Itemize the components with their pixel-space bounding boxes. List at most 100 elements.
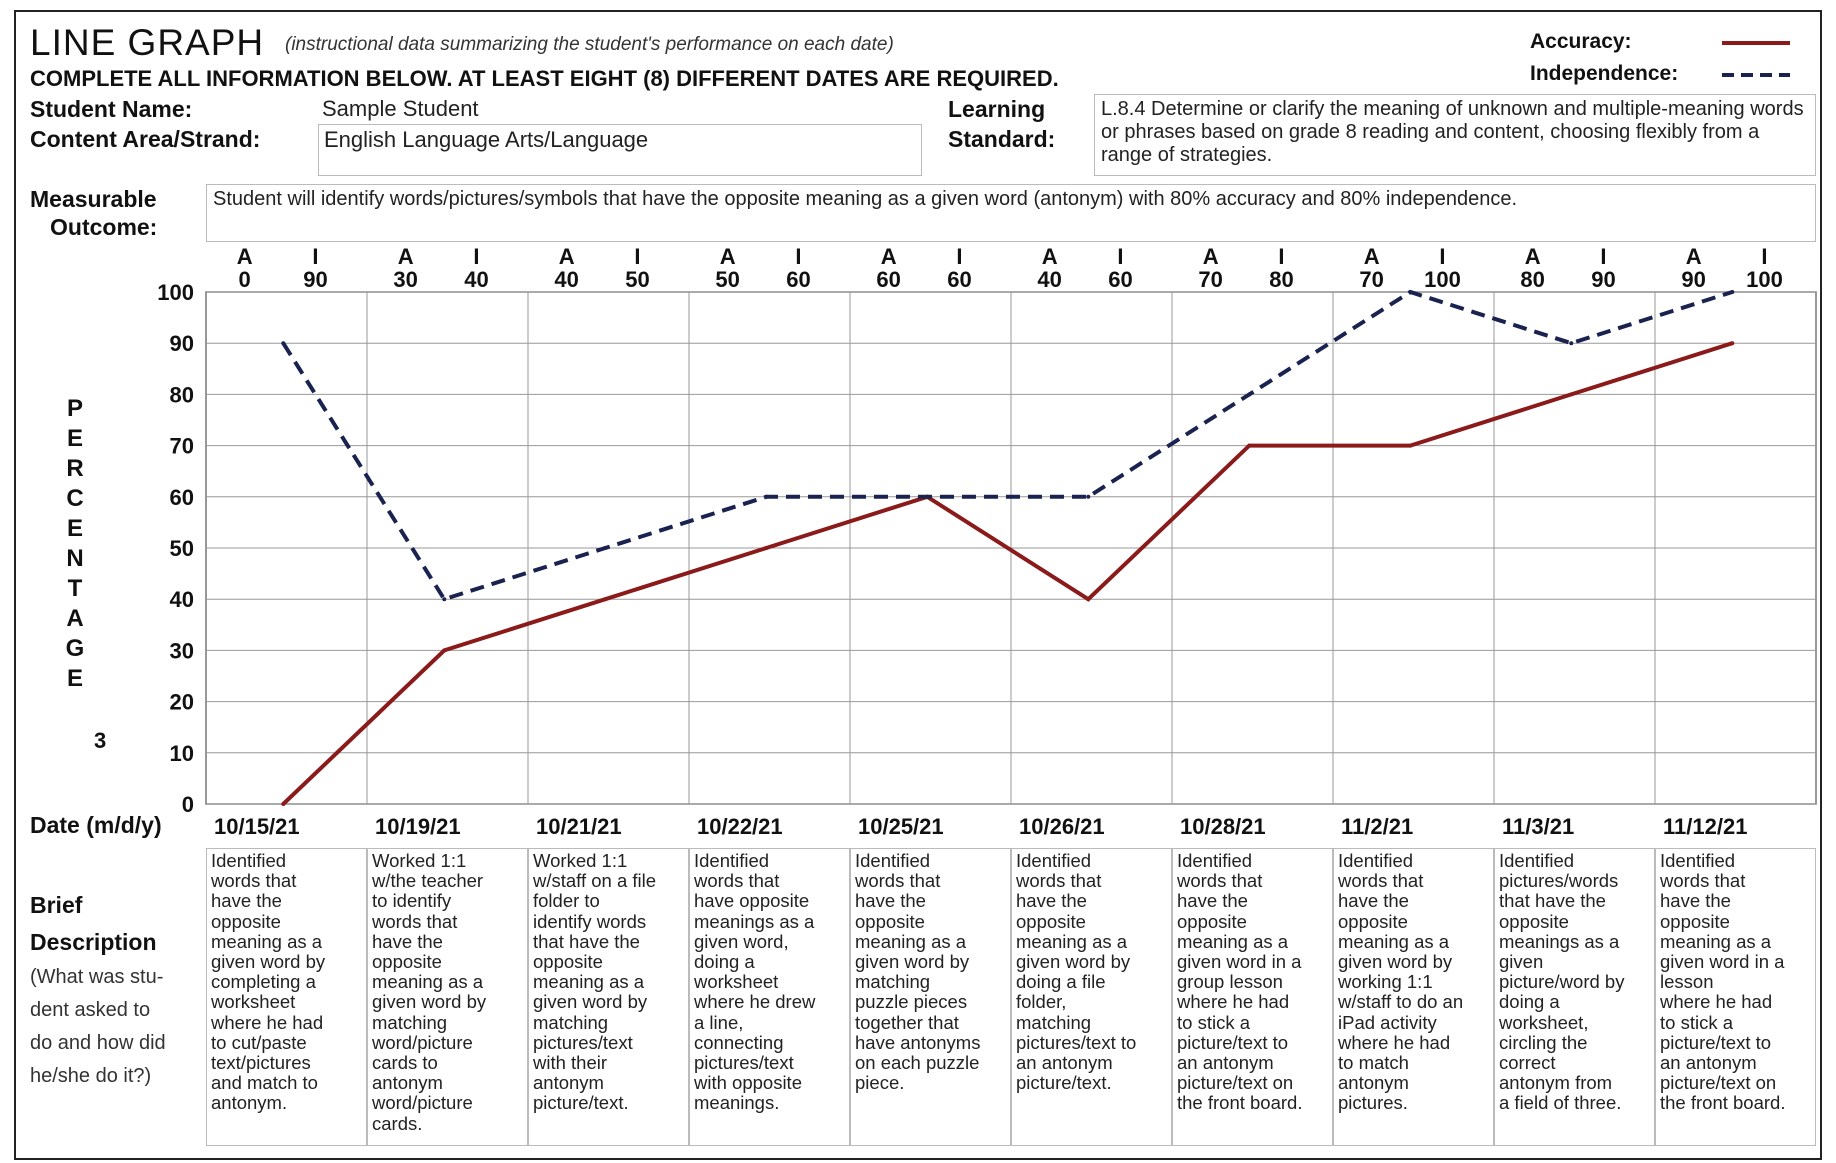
y-tick-label: 70 [170,434,194,459]
independence-point [603,546,608,550]
date-tick-label: 11/3/21 [1502,814,1574,839]
description-label: Brief Description (What was stu- dent as… [30,892,200,1088]
independence-line [281,289,1733,602]
date-tick-label: 10/22/21 [697,814,783,839]
outcome-label-1: Measurable [30,186,157,212]
column-header-a: A [398,244,414,269]
y-axis-letter: N [66,545,84,572]
column-header-a: A [237,244,253,269]
legend-independence-label: Independence: [1530,62,1679,85]
description-cell: Identified words that have the opposite … [206,848,367,1146]
accuracy-value-label: 80 [1520,267,1544,292]
accuracy-point [764,546,769,550]
accuracy-point [1408,443,1413,448]
independence-point [925,494,930,499]
date-tick-label: 11/12/21 [1663,814,1747,839]
independence-value-label: 100 [1746,267,1783,292]
content-area-label: Content Area/Strand: [30,126,261,152]
column-header-i: I [312,244,318,269]
independence-value-label: 100 [1424,267,1461,292]
y-tick-label: 10 [170,741,194,766]
y-axis-letter: C [66,485,84,512]
accuracy-value-label: 40 [554,267,578,292]
independence-value-label: 90 [1591,267,1615,292]
accuracy-line [281,341,1733,806]
column-header-i: I [634,244,640,269]
independence-value-label: 60 [947,267,971,292]
y-axis-letter: G [65,635,85,662]
y-tick-label: 0 [182,792,194,817]
independence-value-label: 80 [1269,267,1293,292]
description-cell: Identified pictures/words that have the … [1494,848,1655,1146]
description-cell: Identified words that have the opposite … [1333,848,1494,1146]
date-tick-label: 10/19/21 [375,814,461,839]
accuracy-value-label: 90 [1681,267,1705,292]
column-header-i: I [956,244,962,269]
y-axis-letter: E [66,425,83,452]
independence-value-label: 90 [303,267,327,292]
y-axis-letter: E [66,515,83,542]
column-header-a: A [1042,244,1058,269]
accuracy-value-label: 0 [239,267,251,292]
description-label-line: do and how did [30,1032,166,1054]
independence-point [1408,290,1413,294]
independence-point [1086,494,1091,499]
column-header-i: I [1600,244,1606,269]
accuracy-value-label: 30 [393,267,417,292]
description-label-line: Description [30,929,157,955]
date-tick-label: 10/25/21 [858,814,944,839]
form-instruction: COMPLETE ALL INFORMATION BELOW. AT LEAST… [30,66,1059,91]
description-cell: Worked 1:1 w/the teacher to identify wor… [367,848,528,1146]
y-axis-extra-mark: 3 [94,728,107,753]
description-label-line: dent asked to [30,999,151,1021]
accuracy-point [1247,443,1252,448]
y-tick-label: 90 [170,331,194,356]
accuracy-value-label: 60 [876,267,900,292]
column-header-i: I [1117,244,1123,269]
accuracy-point [603,597,608,602]
form-subtitle: (instructional data summarizing the stud… [285,34,894,55]
independence-point [1569,341,1574,346]
description-label-line: he/she do it?) [30,1065,152,1087]
description-cell: Identified words that have the opposite … [1655,848,1816,1146]
date-tick-label: 10/21/21 [536,814,622,839]
independence-value-label: 40 [464,267,488,292]
column-header-i: I [1278,244,1284,269]
column-header-a: A [1364,244,1380,269]
column-header-a: A [559,244,575,269]
independence-point [281,341,286,346]
y-axis-letter: T [67,575,83,602]
independence-point [1730,290,1735,294]
learning-standard-text: L.8.4 Determine or clarify the meaning o… [1094,94,1816,176]
legend-accuracy-swatch [1722,41,1790,45]
independence-point [764,494,769,499]
description-cell: Identified words that have the opposite … [850,848,1011,1146]
outcome-text: Student will identify words/pictures/sym… [206,184,1816,242]
content-area-value: English Language Arts/Language [324,127,649,152]
column-header-i: I [1439,244,1445,269]
accuracy-point [1569,392,1574,397]
description-cell: Identified words that have opposite mean… [689,848,850,1146]
column-header-a: A [720,244,736,269]
date-tick-label: 11/2/21 [1341,814,1413,839]
independence-point [442,597,447,602]
column-header-a: A [1203,244,1219,269]
accuracy-point [1086,597,1091,602]
date-tick-label: 10/28/21 [1180,814,1266,839]
learning-standard-label-2: Standard: [948,126,1056,152]
independence-value-label: 60 [1108,267,1132,292]
column-header-a: A [1686,244,1702,269]
description-cell: Worked 1:1 w/staff on a file folder to i… [528,848,689,1146]
legend-accuracy-label: Accuracy: [1530,30,1632,53]
y-tick-label: 100 [157,280,194,305]
accuracy-point [442,648,447,653]
student-name-label: Student Name: [30,96,193,122]
accuracy-value-label: 40 [1037,267,1061,292]
y-axis-letter: A [66,605,84,632]
accuracy-point [1730,341,1735,346]
accuracy-value-label: 50 [715,267,739,292]
column-header-i: I [1761,244,1767,269]
description-label-line: Brief [30,892,83,918]
description-label-line: (What was stu- [30,966,164,988]
